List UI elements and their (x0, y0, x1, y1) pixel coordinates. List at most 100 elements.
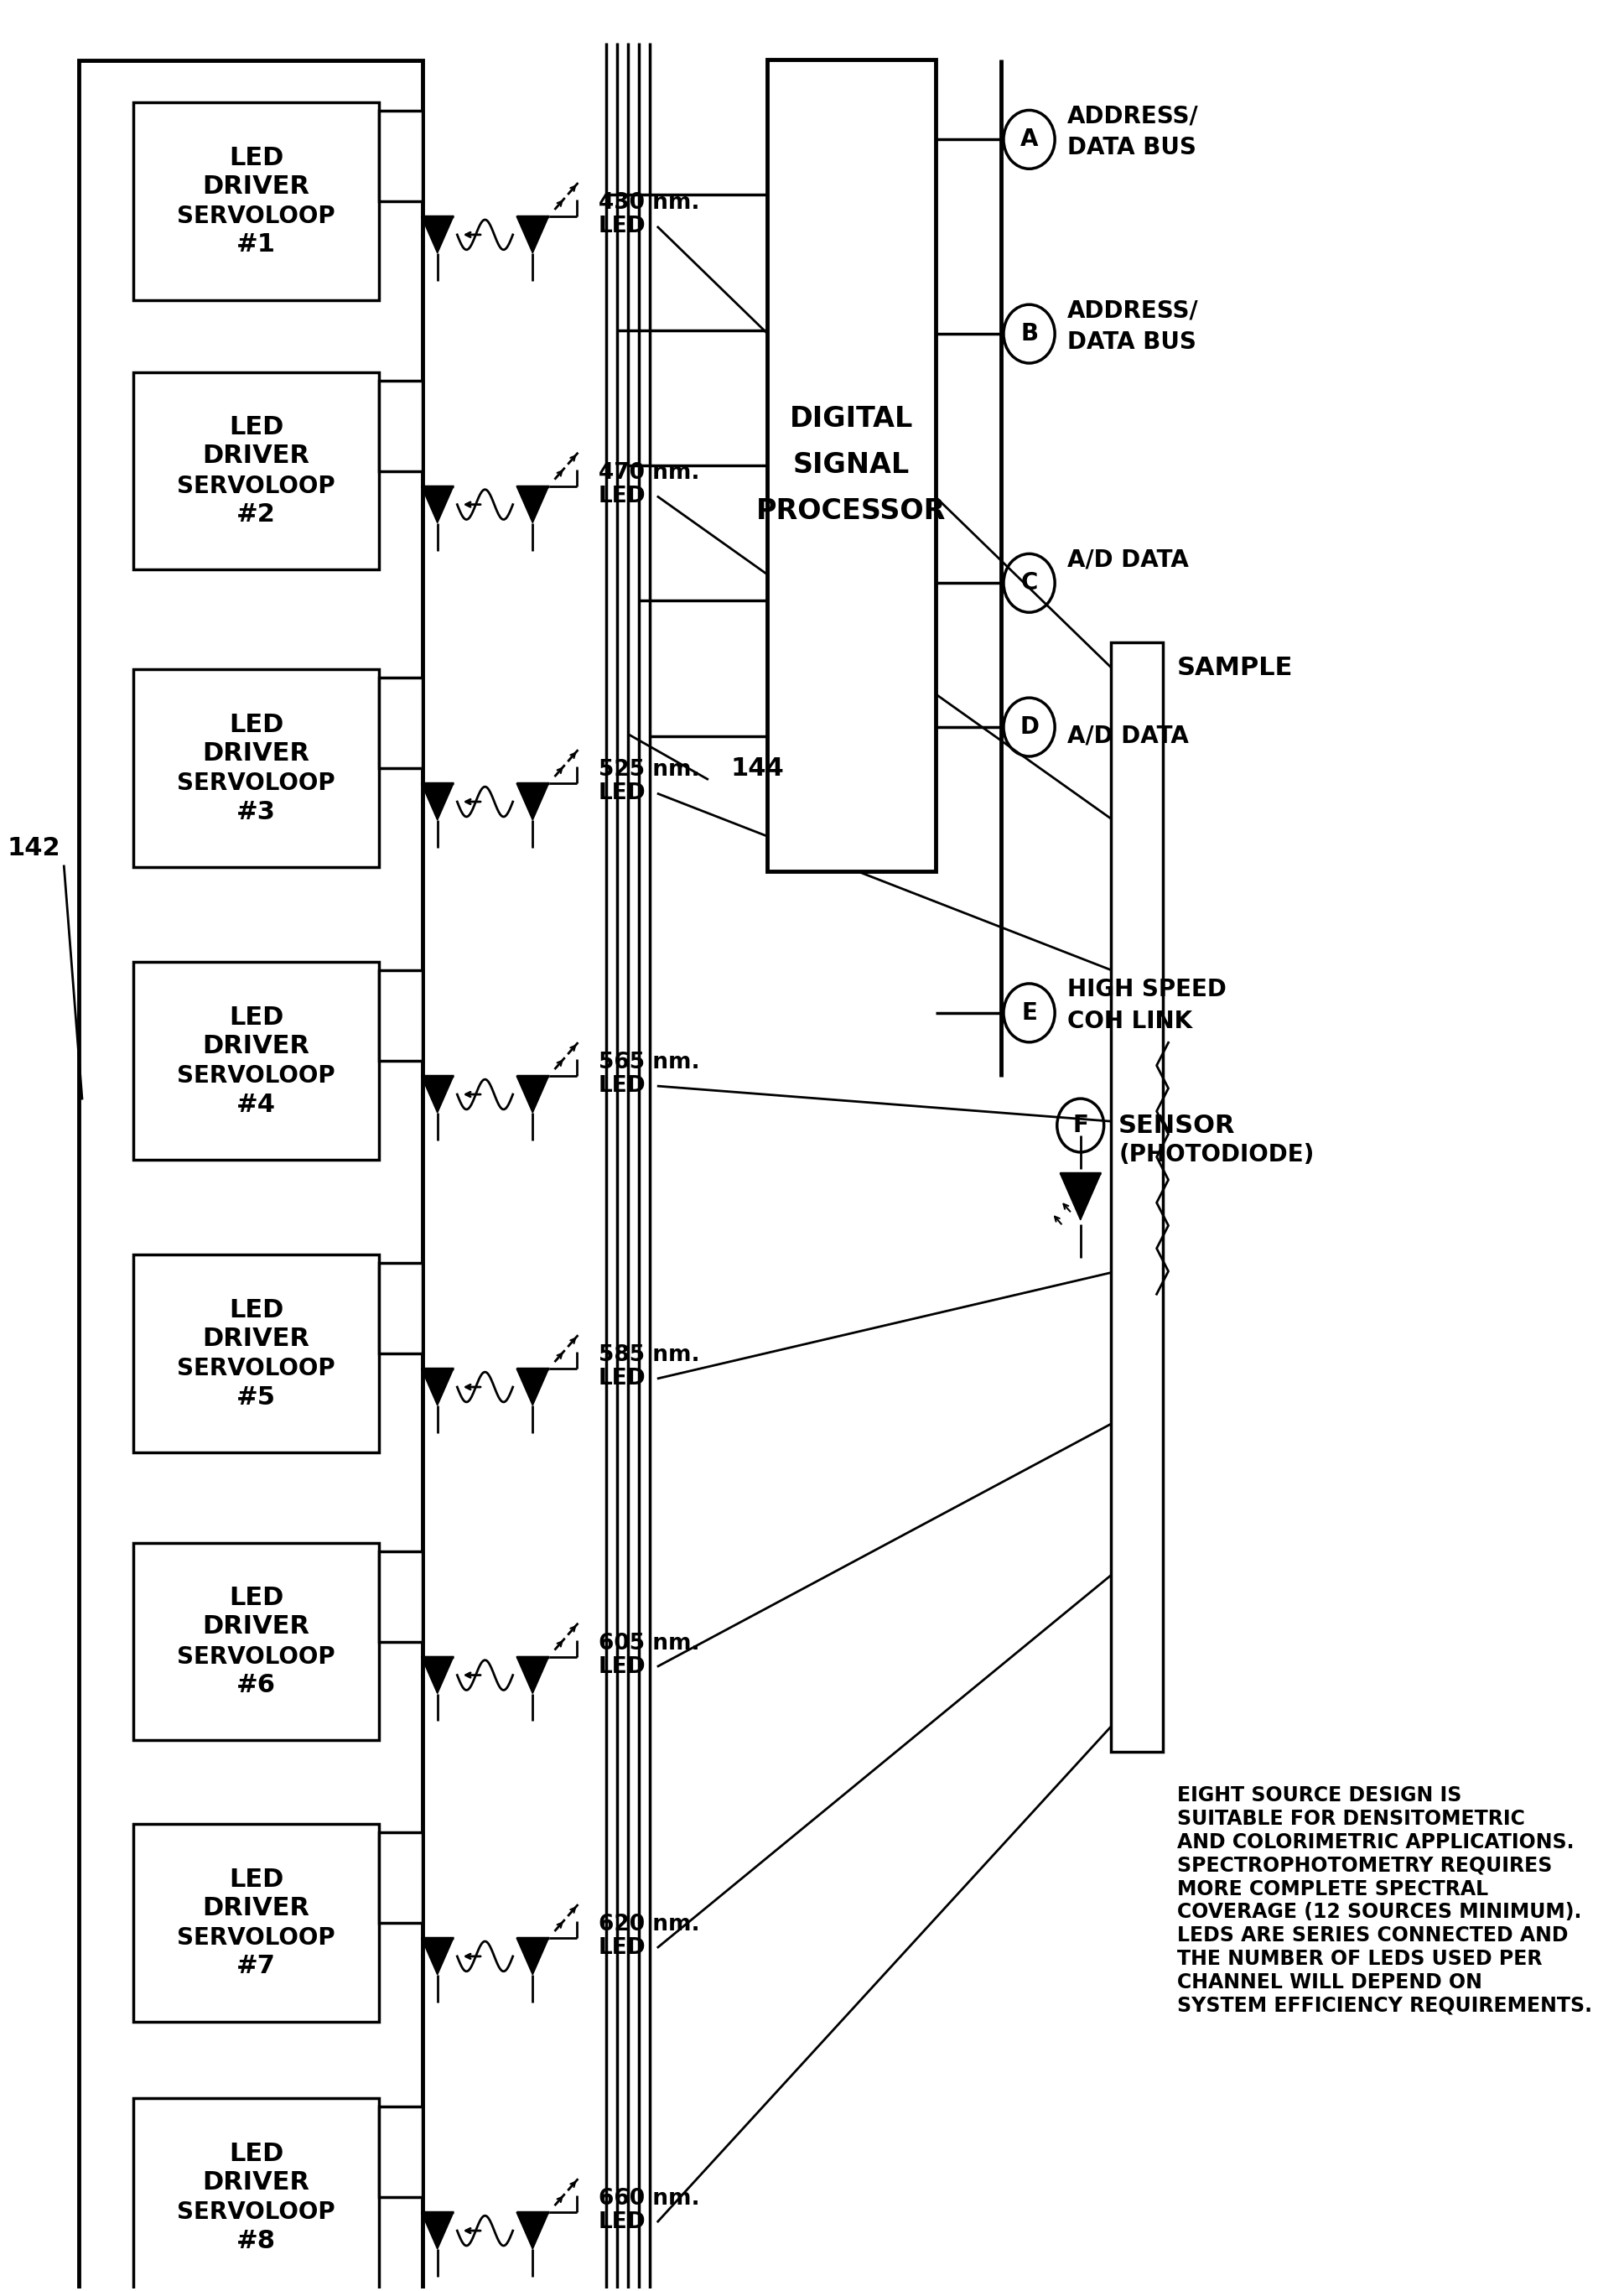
Text: C: C (1020, 570, 1038, 596)
Polygon shape (516, 1077, 549, 1113)
Text: DRIVER: DRIVER (203, 2170, 310, 2195)
Text: LED: LED (599, 486, 646, 506)
Text: LED: LED (599, 1368, 646, 1391)
Polygon shape (516, 1938, 549, 1975)
Bar (378, 1551, 422, 1643)
Text: HIGH SPEED: HIGH SPEED (1067, 978, 1226, 1001)
Text: 470 nm.: 470 nm. (599, 463, 700, 483)
Bar (378, 678, 422, 767)
Polygon shape (421, 1077, 453, 1113)
Text: A: A (1020, 128, 1038, 151)
Text: (PHOTODIODE): (PHOTODIODE) (1119, 1143, 1314, 1166)
Text: ADDRESS/: ADDRESS/ (1067, 105, 1199, 128)
Text: 660 nm.: 660 nm. (599, 2188, 700, 2211)
Text: SERVOLOOP: SERVOLOOP (177, 474, 335, 497)
Text: LED: LED (229, 713, 284, 738)
Polygon shape (516, 486, 549, 522)
Polygon shape (421, 784, 453, 820)
Bar (133, 1542, 378, 1741)
Polygon shape (516, 1656, 549, 1693)
Text: #5: #5 (237, 1386, 276, 1409)
Text: LED: LED (229, 1867, 284, 1892)
Text: SERVOLOOP: SERVOLOOP (177, 204, 335, 229)
Text: LED: LED (229, 147, 284, 170)
Text: DRIVER: DRIVER (203, 1326, 310, 1352)
Text: SERVOLOOP: SERVOLOOP (177, 1645, 335, 1668)
Text: SERVOLOOP: SERVOLOOP (177, 772, 335, 795)
Polygon shape (1060, 1173, 1101, 1221)
Text: A/D DATA: A/D DATA (1067, 548, 1189, 570)
Bar (378, 971, 422, 1061)
Polygon shape (421, 1656, 453, 1693)
Bar (133, 103, 378, 300)
Text: DIGITAL: DIGITAL (789, 406, 913, 433)
Bar (378, 1262, 422, 1354)
Text: ADDRESS/: ADDRESS/ (1067, 298, 1199, 323)
Text: LED: LED (599, 1074, 646, 1097)
Text: 605 nm.: 605 nm. (599, 1633, 700, 1654)
Text: PROCESSOR: PROCESSOR (757, 497, 947, 525)
Text: E: E (1021, 1001, 1038, 1024)
Bar (133, 669, 378, 866)
Bar (1111, 641, 1163, 1750)
Text: LED: LED (599, 784, 646, 804)
Bar (133, 371, 378, 570)
Text: #6: #6 (237, 1672, 276, 1698)
Text: 565 nm.: 565 nm. (599, 1052, 700, 1074)
Text: SERVOLOOP: SERVOLOOP (177, 1356, 335, 1381)
Text: DRIVER: DRIVER (203, 444, 310, 467)
Text: SENSOR: SENSOR (1119, 1113, 1236, 1139)
Bar (133, 2099, 378, 2291)
Text: COH LINK: COH LINK (1067, 1010, 1192, 1033)
Polygon shape (516, 1368, 549, 1404)
Text: F: F (1072, 1113, 1088, 1136)
Bar (78, 60, 422, 2291)
Text: LED: LED (599, 1938, 646, 1959)
Text: #8: #8 (237, 2229, 276, 2252)
Text: LED: LED (229, 1585, 284, 1611)
Polygon shape (516, 784, 549, 820)
Text: #3: #3 (237, 800, 276, 825)
Bar (378, 110, 422, 202)
Text: 525 nm.: 525 nm. (599, 758, 700, 781)
Text: DRIVER: DRIVER (203, 1615, 310, 1638)
Text: 430 nm.: 430 nm. (599, 192, 700, 213)
Polygon shape (421, 215, 453, 252)
Text: LED: LED (229, 2142, 284, 2165)
Text: #4: #4 (237, 1093, 276, 1116)
Bar (767, 60, 935, 871)
Text: #1: #1 (237, 234, 276, 257)
Text: LED: LED (229, 1299, 284, 1322)
Text: A/D DATA: A/D DATA (1067, 724, 1189, 747)
Bar (133, 962, 378, 1159)
Bar (378, 2108, 422, 2197)
Text: 142: 142 (6, 836, 60, 861)
Polygon shape (421, 1938, 453, 1975)
Polygon shape (421, 486, 453, 522)
Polygon shape (516, 215, 549, 252)
Text: DRIVER: DRIVER (203, 1033, 310, 1058)
Polygon shape (421, 1368, 453, 1404)
Bar (378, 380, 422, 472)
Text: DRIVER: DRIVER (203, 740, 310, 765)
Text: LED: LED (229, 1006, 284, 1029)
Text: SERVOLOOP: SERVOLOOP (177, 1927, 335, 1950)
Text: EIGHT SOURCE DESIGN IS
SUITABLE FOR DENSITOMETRIC
AND COLORIMETRIC APPLICATIONS.: EIGHT SOURCE DESIGN IS SUITABLE FOR DENS… (1177, 1785, 1592, 2016)
Text: SAMPLE: SAMPLE (1177, 655, 1293, 680)
Text: SERVOLOOP: SERVOLOOP (177, 2202, 335, 2225)
Text: #2: #2 (237, 502, 276, 527)
Text: 585 nm.: 585 nm. (599, 1345, 700, 1365)
Bar (133, 1824, 378, 2021)
Text: LED: LED (599, 2211, 646, 2234)
Text: D: D (1020, 715, 1039, 738)
Text: B: B (1020, 323, 1038, 346)
Text: 620 nm.: 620 nm. (599, 1913, 700, 1936)
Bar (378, 1833, 422, 1922)
Polygon shape (516, 2213, 549, 2250)
Polygon shape (421, 2213, 453, 2250)
Text: SIGNAL: SIGNAL (793, 451, 909, 479)
Text: SERVOLOOP: SERVOLOOP (177, 1065, 335, 1088)
Text: DATA BUS: DATA BUS (1067, 330, 1197, 353)
Text: 144: 144 (731, 756, 784, 781)
Text: DATA BUS: DATA BUS (1067, 135, 1197, 160)
